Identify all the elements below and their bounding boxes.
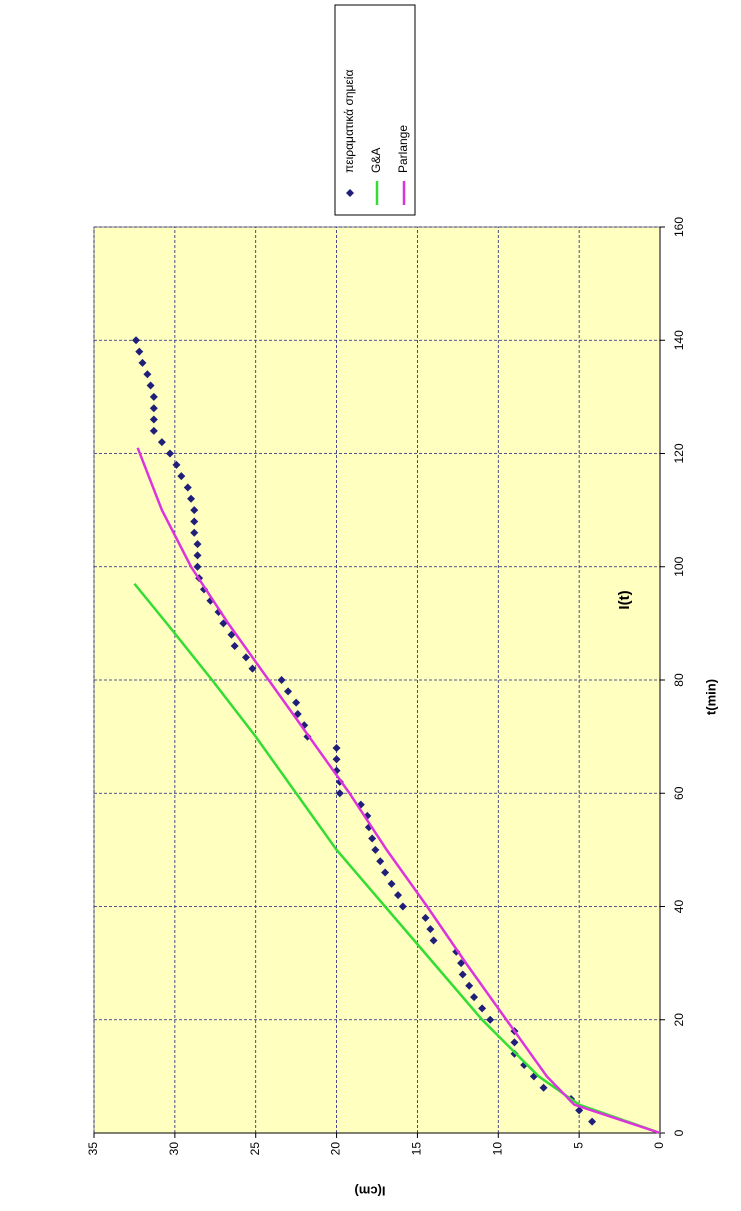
x-tick-label: 120 <box>672 443 686 463</box>
data-point <box>193 562 202 571</box>
x-tick-label: 0 <box>672 1129 686 1136</box>
data-point <box>187 494 196 503</box>
x-tick-label: 140 <box>672 330 686 350</box>
y-axis-title: I(cm) <box>354 1184 385 1199</box>
data-point <box>277 676 286 684</box>
legend-swatch <box>346 189 354 197</box>
x-axis-title: t(min) <box>703 679 718 715</box>
data-point <box>190 517 199 526</box>
data-point <box>394 891 403 900</box>
data-point <box>149 415 158 424</box>
legend-label: πειραματικά σημεία <box>342 70 356 173</box>
series-line <box>133 582 661 1135</box>
data-point <box>219 619 228 628</box>
data-point <box>398 902 407 911</box>
data-point <box>332 743 341 752</box>
data-point <box>332 766 341 775</box>
data-point <box>132 336 141 345</box>
data-point <box>335 777 344 786</box>
data-point <box>465 981 474 990</box>
data-point <box>193 551 202 560</box>
y-tick-label: 0 <box>652 1142 666 1149</box>
data-point <box>193 540 202 549</box>
series-line <box>136 447 661 1135</box>
data-point <box>376 857 385 866</box>
x-tick-label: 160 <box>672 217 686 237</box>
data-point <box>190 528 199 537</box>
data-point <box>230 642 239 651</box>
data-point <box>172 460 181 469</box>
data-point <box>177 472 186 481</box>
data-point <box>539 1083 548 1092</box>
data-point <box>146 381 155 390</box>
y-tick-label: 20 <box>329 1142 343 1156</box>
data-point <box>368 834 377 843</box>
legend-label: Parlange <box>396 125 410 173</box>
data-point <box>157 438 166 447</box>
data-point <box>292 698 301 707</box>
data-point <box>486 1015 495 1024</box>
data-point <box>371 845 380 854</box>
y-tick-label: 25 <box>248 1142 262 1156</box>
data-point <box>575 1106 584 1115</box>
data-point <box>478 1004 487 1013</box>
x-tick-label: 60 <box>672 786 686 800</box>
data-point <box>363 811 372 820</box>
data-point <box>135 347 144 356</box>
legend-label: G&A <box>369 148 383 173</box>
data-point <box>284 687 293 696</box>
data-point <box>332 755 341 764</box>
data-point <box>242 653 251 662</box>
x-tick-label: 100 <box>672 556 686 576</box>
x-tick-label: 40 <box>672 900 686 914</box>
data-point <box>183 483 192 492</box>
data-point <box>166 449 175 458</box>
data-point <box>149 404 158 413</box>
data-point <box>529 1072 538 1081</box>
data-point <box>426 925 435 934</box>
data-point <box>510 1038 519 1047</box>
data-point <box>190 506 199 515</box>
y-tick-label: 5 <box>571 1142 585 1149</box>
x-tick-label: 80 <box>672 673 686 687</box>
y-tick-label: 15 <box>410 1142 424 1156</box>
y-tick-label: 30 <box>167 1142 181 1156</box>
data-point <box>303 732 312 741</box>
data-point <box>458 970 467 979</box>
data-point <box>421 913 430 922</box>
legend-box <box>334 4 416 216</box>
y-tick-label: 10 <box>490 1142 504 1156</box>
y-tick-label: 35 <box>86 1142 100 1156</box>
data-point <box>138 358 147 367</box>
data-point <box>381 868 390 877</box>
x-tick-label: 20 <box>672 1013 686 1027</box>
data-point <box>335 789 344 798</box>
data-point <box>248 664 257 673</box>
rotated-frame: 0 20 40 60 80 100 120 140 160 0 5 10 15 20 25 30 35 I(t) t… <box>86 4 718 1199</box>
data-point <box>387 879 396 888</box>
chart-title: I(t) <box>616 590 633 609</box>
data-point <box>149 392 158 401</box>
data-point <box>470 993 479 1002</box>
data-point <box>149 426 158 435</box>
data-point <box>199 585 208 594</box>
data-point <box>143 370 152 379</box>
